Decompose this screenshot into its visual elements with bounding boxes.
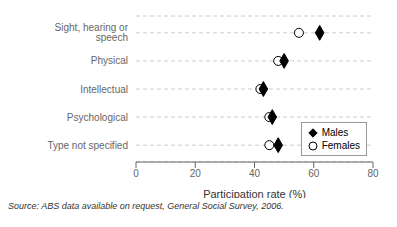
svg-text:Participation rate (%): Participation rate (%) — [203, 188, 306, 198]
html-text:Females: Females — [321, 140, 360, 151]
svg-text:0: 0 — [133, 168, 139, 179]
svg-text:Psychological: Psychological — [67, 112, 128, 123]
svg-text:60: 60 — [308, 168, 320, 179]
html-text:Males: Males — [321, 127, 349, 138]
svg-text:Sight, hearing orspeech: Sight, hearing orspeech — [55, 22, 129, 43]
html-text:Source: ABS data available on: Source: ABS data available on request, G… — [8, 201, 284, 211]
svg-text:80: 80 — [367, 168, 379, 179]
svg-text:Intellectual: Intellectual — [80, 84, 128, 95]
svg-text:20: 20 — [190, 168, 202, 179]
svg-text:40: 40 — [249, 168, 261, 179]
svg-text:Physical: Physical — [91, 55, 128, 66]
svg-text:Type not specified: Type not specified — [47, 140, 128, 151]
